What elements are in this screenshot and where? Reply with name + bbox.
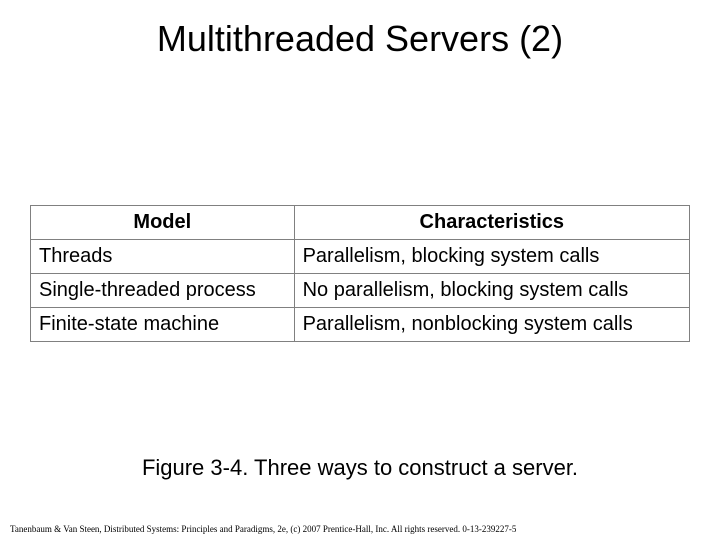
table-header-row: Model Characteristics: [31, 206, 690, 240]
table-row: Threads Parallelism, blocking system cal…: [31, 240, 690, 274]
table-row: Finite-state machine Parallelism, nonblo…: [31, 308, 690, 342]
copyright-footer: Tanenbaum & Van Steen, Distributed Syste…: [10, 524, 710, 534]
figure-caption: Figure 3-4. Three ways to construct a se…: [0, 455, 720, 481]
models-table: Model Characteristics Threads Parallelis…: [30, 205, 690, 342]
header-model: Model: [31, 206, 295, 240]
table-row: Single-threaded process No parallelism, …: [31, 274, 690, 308]
header-characteristics: Characteristics: [294, 206, 689, 240]
slide-title: Multithreaded Servers (2): [0, 0, 720, 60]
cell-model: Finite-state machine: [31, 308, 295, 342]
cell-characteristics: No parallelism, blocking system calls: [294, 274, 689, 308]
slide: Multithreaded Servers (2) Model Characte…: [0, 0, 720, 540]
cell-characteristics: Parallelism, blocking system calls: [294, 240, 689, 274]
cell-model: Single-threaded process: [31, 274, 295, 308]
cell-characteristics: Parallelism, nonblocking system calls: [294, 308, 689, 342]
models-table-wrap: Model Characteristics Threads Parallelis…: [30, 205, 690, 342]
cell-model: Threads: [31, 240, 295, 274]
